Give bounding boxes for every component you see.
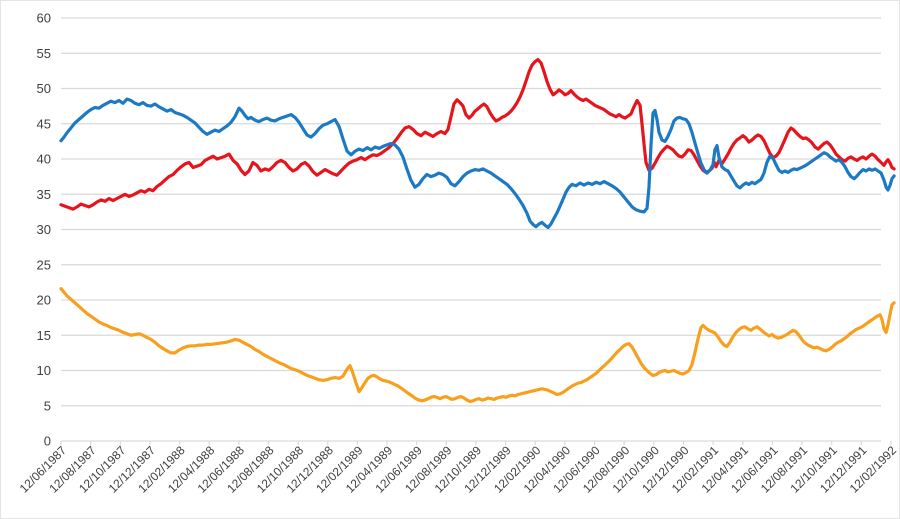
orange-series-line [59, 287, 896, 404]
y-tick-label: 45 [37, 116, 51, 131]
blue-series-line [59, 97, 896, 229]
y-tick-label: 60 [37, 11, 51, 26]
y-tick-label: 5 [44, 398, 51, 413]
red-series-line [59, 58, 896, 211]
y-tick-label: 55 [37, 46, 51, 61]
y-tick-label: 20 [37, 293, 51, 308]
y-tick-label: 0 [44, 434, 51, 449]
y-tick-label: 15 [37, 328, 51, 343]
y-tick-label: 10 [37, 363, 51, 378]
y-tick-label: 50 [37, 81, 51, 96]
y-tick-label: 25 [37, 257, 51, 272]
y-tick-label: 40 [37, 152, 51, 167]
y-tick-label: 30 [37, 222, 51, 237]
y-tick-label: 35 [37, 187, 51, 202]
